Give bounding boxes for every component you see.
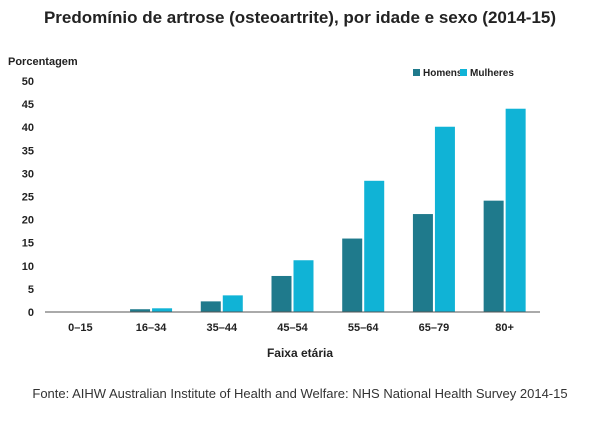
- bar-homens: [412, 214, 433, 312]
- bar-mulheres: [505, 108, 526, 312]
- y-tick-label: 0: [28, 307, 34, 319]
- x-tick-label: 16–34: [136, 322, 167, 334]
- x-tick-label: 35–44: [206, 322, 237, 334]
- legend-label: Mulheres: [470, 68, 514, 79]
- bar-mulheres: [434, 126, 455, 312]
- bar-mulheres: [293, 260, 314, 312]
- y-tick-label: 50: [22, 76, 34, 88]
- chart-title: Predomínio de artrose (osteoartrite), po…: [43, 8, 557, 27]
- y-tick-label: 30: [22, 168, 34, 180]
- y-tick-label: 35: [22, 145, 34, 157]
- y-tick-label: 40: [22, 122, 34, 134]
- legend-swatch: [460, 69, 467, 76]
- bar-homens: [342, 238, 363, 312]
- y-tick-label: 15: [22, 238, 34, 250]
- legend-label: Homens: [423, 68, 463, 79]
- x-tick-label: 0–15: [68, 322, 92, 334]
- x-tick-label: 65–79: [419, 322, 450, 334]
- bar-homens: [271, 275, 292, 312]
- legend-swatch: [413, 69, 420, 76]
- source-note: Fonte: AIHW Australian Institute of Heal…: [32, 386, 568, 401]
- x-tick-label: 55–64: [348, 322, 379, 334]
- bar-homens: [483, 200, 504, 312]
- bar-mulheres: [152, 308, 173, 312]
- x-axis-label: Faixa etária: [267, 346, 333, 360]
- bar-mulheres: [364, 180, 385, 312]
- y-axis-label: Porcentagem: [8, 56, 78, 68]
- bar-mulheres: [222, 295, 243, 312]
- y-tick-label: 25: [22, 192, 34, 204]
- x-tick-label: 80+: [495, 322, 514, 334]
- x-tick-label: 45–54: [277, 322, 308, 334]
- y-tick-label: 20: [22, 215, 34, 227]
- y-tick-label: 45: [22, 99, 34, 111]
- y-tick-label: 5: [28, 284, 34, 296]
- bar-homens: [200, 301, 221, 312]
- y-tick-label: 10: [22, 261, 34, 273]
- bar-homens: [130, 309, 151, 312]
